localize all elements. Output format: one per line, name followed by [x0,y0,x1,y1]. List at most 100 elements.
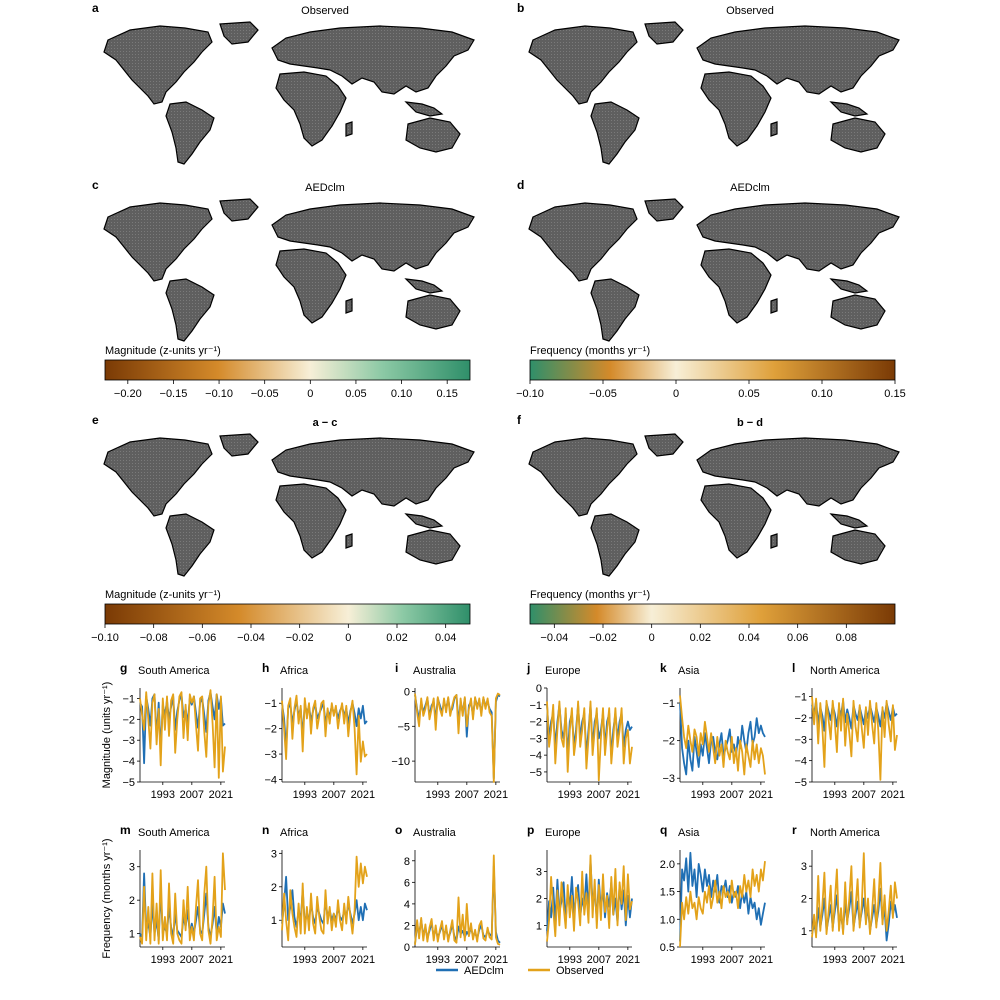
colorbar-tick-label: 0 [345,632,351,644]
series-line-observed [811,696,898,781]
x-tick-label: 2021 [209,954,233,966]
chart-title: Europe [545,827,580,839]
land-mass [103,433,475,577]
x-tick-label: 1993 [151,789,175,801]
x-tick-label: 1993 [691,789,715,801]
x-tick-label: 2007 [180,789,204,801]
x-tick-label: 2021 [881,789,905,801]
y-axis-label: Magnitude (units yr⁻¹) [101,682,113,789]
panel-letter-c: c [92,178,99,192]
colorbar-tick-label: 0.04 [738,632,759,644]
colorbar-tick-label: −0.05 [589,388,617,400]
x-tick-label: 1993 [151,954,175,966]
y-tick-label: −4 [264,774,277,786]
panel-letter-i: i [395,661,398,675]
chart-title: North America [810,827,881,839]
map-title-c: AEDclm [305,182,345,194]
y-tick-label: −2 [529,717,542,729]
y-tick-label: 4 [404,899,410,911]
series-line-observed [546,854,633,942]
colorbar-tick-label: −0.02 [589,632,617,644]
colorbar-tick-label: −0.04 [540,632,568,644]
colorbar-tick-label: 0.08 [836,632,857,644]
y-tick-label: −1 [264,698,277,710]
y-tick-label: −3 [264,749,277,761]
y-tick-label: −4 [529,750,542,762]
y-tick-label: 2.0 [660,859,675,871]
map-title-d: AEDclm [730,182,770,194]
chart-title: Asia [678,827,700,839]
y-tick-label: 1 [801,926,807,938]
series-line-observed [281,694,368,776]
colorbar-tick-label: 0.05 [345,388,366,400]
x-tick-label: 2007 [587,954,611,966]
y-tick-label: 2 [404,920,410,932]
colorbar-tick-label: −0.10 [91,632,119,644]
world-map-d [528,198,900,342]
y-tick-label: 2 [271,882,277,894]
colorbar-4 [529,603,896,625]
land-mass [528,21,900,165]
y-tick-label: 2 [129,895,135,907]
series-line-observed [139,689,226,779]
x-tick-label: 2021 [484,954,508,966]
y-tick-label: −3 [794,734,807,746]
colorbar-tick-label: 0.04 [435,632,456,644]
world-map-b [528,21,900,165]
y-tick-label: 1.0 [660,914,675,926]
y-tick-label: −10 [391,756,410,768]
colorbar-tick-label: −0.15 [160,388,188,400]
panel-letter-g: g [120,661,127,675]
x-tick-label: 2021 [484,789,508,801]
x-tick-label: 2021 [616,789,640,801]
world-map-a [103,21,475,165]
panel-letter-b: b [517,1,524,15]
y-tick-label: 0 [404,686,410,698]
y-tick-label: 0 [404,942,410,954]
y-tick-label: −1 [122,693,135,705]
series-line-observed [139,852,226,945]
colorbar-label: Frequency (months yr⁻¹) [530,345,650,357]
world-map-e [103,433,475,577]
x-tick-label: 1993 [426,954,450,966]
x-tick-label: 2021 [749,954,773,966]
colorbar-tick-label: 0.02 [690,632,711,644]
colorbar-tick-label: −0.04 [237,632,265,644]
y-tick-label: −1 [794,692,807,704]
y-tick-label: 1 [271,915,277,927]
series-line-observed [679,695,766,776]
colorbar-label: Magnitude (z-units yr⁻¹) [105,589,221,601]
x-tick-label: 2007 [852,954,876,966]
colorbar-3 [104,603,471,625]
y-tick-label: 3 [536,867,542,879]
land-mass [528,198,900,342]
colorbar-tick-label: −0.08 [140,632,168,644]
panel-letter-f: f [517,413,522,427]
chart-title: Africa [280,665,309,677]
colorbar-tick-label: −0.10 [516,388,544,400]
y-tick-label: 6 [404,877,410,889]
colorbar-tick-label: 0.10 [811,388,832,400]
y-tick-label: 1.5 [660,887,675,899]
panel-letter-h: h [262,661,269,675]
y-tick-label: 3 [801,861,807,873]
colorbar-label: Magnitude (z-units yr⁻¹) [105,345,221,357]
x-tick-label: 1993 [426,789,450,801]
x-tick-label: 2021 [351,789,375,801]
panel-letter-k: k [660,661,667,675]
x-tick-label: 1993 [823,954,847,966]
y-tick-label: 1 [129,929,135,941]
y-tick-label: −3 [662,773,675,785]
colorbar-tick-label: 0 [649,632,655,644]
legend-label-aedclm: AEDclm [464,965,504,977]
y-tick-label: −3 [529,733,542,745]
colorbar-tick-label: −0.06 [188,632,216,644]
panel-letter-q: q [660,823,667,837]
y-tick-label: 1 [536,920,542,932]
y-tick-label: −1 [529,700,542,712]
y-tick-label: 0 [536,683,542,695]
colorbar-tick-label: −0.02 [286,632,314,644]
colorbar-tick-label: −0.05 [251,388,279,400]
chart-title: Asia [678,665,700,677]
